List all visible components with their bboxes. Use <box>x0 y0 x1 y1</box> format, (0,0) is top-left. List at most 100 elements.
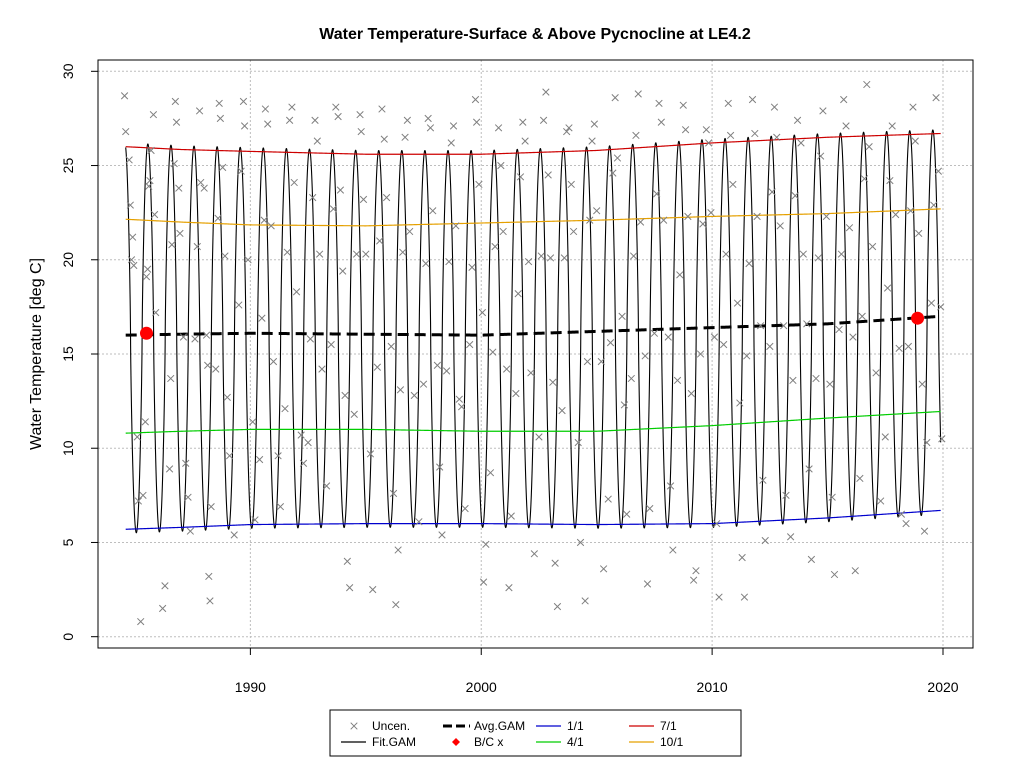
uncen-point <box>147 146 155 155</box>
uncen-point <box>285 116 294 124</box>
uncen-point <box>729 180 737 189</box>
uncen-point <box>288 103 296 111</box>
x-tick-label: 2010 <box>697 679 728 695</box>
uncen-point <box>938 435 946 443</box>
uncen-point <box>176 229 184 238</box>
uncen-point <box>127 256 136 264</box>
uncen-point <box>756 322 765 330</box>
uncen-point <box>399 248 407 256</box>
uncen-point <box>581 597 589 605</box>
legend-item-fit-gam: Fit.GAM <box>341 735 416 749</box>
uncen-point <box>376 237 384 245</box>
uncen-point <box>920 527 929 535</box>
y-tick-label: 20 <box>60 252 76 268</box>
uncen-point <box>650 329 659 337</box>
uncen-point <box>207 503 215 511</box>
uncen-point <box>212 365 220 373</box>
legend-item-bc: B/C x <box>452 735 503 749</box>
uncen-point <box>828 493 836 501</box>
uncen-point <box>576 538 585 547</box>
uncen-point <box>315 250 324 258</box>
uncen-point <box>122 127 130 136</box>
y-tick-label: 15 <box>60 346 76 362</box>
legend-label: 4/1 <box>567 735 584 749</box>
uncen-point <box>588 137 596 145</box>
uncen-point <box>699 220 707 228</box>
uncen-point <box>886 176 894 185</box>
uncen-point <box>770 103 779 111</box>
uncen-point <box>486 469 495 477</box>
uncen-point <box>687 389 695 398</box>
uncen-point <box>659 216 668 224</box>
uncen-point <box>863 80 871 89</box>
uncen-point <box>932 94 940 102</box>
uncen-point <box>445 258 453 266</box>
uncen-point <box>269 357 278 366</box>
legend-item-apr1: 4/1 <box>536 735 584 749</box>
uncen-point <box>872 369 880 377</box>
uncen-point <box>369 585 377 594</box>
uncen-point <box>849 333 857 341</box>
uncen-point <box>341 391 349 400</box>
x-axis: 1990 2000 2010 2020 <box>235 648 959 695</box>
uncen-point <box>258 314 266 322</box>
uncen-point <box>565 124 573 132</box>
uncen-point <box>549 378 557 386</box>
uncen-point <box>158 604 167 613</box>
uncen-point <box>350 410 358 418</box>
legend-item-jul1: 7/1 <box>629 719 677 733</box>
uncen-point <box>475 180 483 189</box>
uncen-point <box>553 602 562 611</box>
uncen-point <box>239 97 248 106</box>
uncen-point <box>309 193 317 202</box>
uncen-point <box>165 465 174 473</box>
uncen-point <box>892 210 900 219</box>
uncen-point <box>542 88 550 96</box>
legend-item-jan1: 1/1 <box>536 719 584 733</box>
uncen-point <box>911 137 919 145</box>
uncen-point <box>636 218 645 226</box>
uncen-point <box>937 303 945 311</box>
uncen-point <box>244 256 252 264</box>
series-line-jan1 <box>125 509 941 530</box>
legend-label: Avg.GAM <box>474 719 525 733</box>
uncen-point <box>197 178 205 187</box>
legend-label: 1/1 <box>567 719 584 733</box>
uncen-point <box>768 188 776 196</box>
uncen-point <box>195 107 204 115</box>
uncen-point <box>191 335 199 343</box>
uncen-point <box>918 380 926 388</box>
uncen-point <box>230 531 238 539</box>
uncen-point <box>297 431 305 439</box>
uncen-point <box>812 374 820 383</box>
uncen-point <box>267 222 275 230</box>
uncen-point <box>442 367 451 375</box>
uncen-point <box>276 503 285 511</box>
uncen-point <box>521 137 529 145</box>
uncen-point <box>357 127 365 136</box>
uncen-point <box>120 92 129 100</box>
uncen-point <box>126 201 134 209</box>
uncen-point <box>179 333 188 341</box>
uncen-point <box>830 570 839 579</box>
uncen-point <box>125 156 133 164</box>
uncen-point <box>766 342 774 351</box>
uncen-point <box>168 241 176 249</box>
legend-label: Fit.GAM <box>372 735 416 749</box>
legend: Uncen. Fit.GAM Avg.GAM B/C x 1/1 4/1 7/1 10/1 <box>329 709 742 757</box>
uncen-point <box>426 124 435 132</box>
uncen-point <box>507 512 515 520</box>
uncen-point <box>221 252 229 260</box>
uncen-point <box>478 308 487 317</box>
uncen-point <box>858 312 866 320</box>
uncen-point <box>422 259 430 268</box>
uncen-point <box>583 357 592 366</box>
uncen-point <box>410 391 418 400</box>
uncen-point <box>586 216 594 224</box>
y-axis-label: Water Temperature [deg C] <box>28 258 45 450</box>
uncen-point <box>466 340 474 349</box>
legend-label: B/C x <box>474 735 503 749</box>
uncen-point <box>724 99 732 107</box>
uncen-point <box>359 195 368 204</box>
uncen-point <box>733 299 742 307</box>
